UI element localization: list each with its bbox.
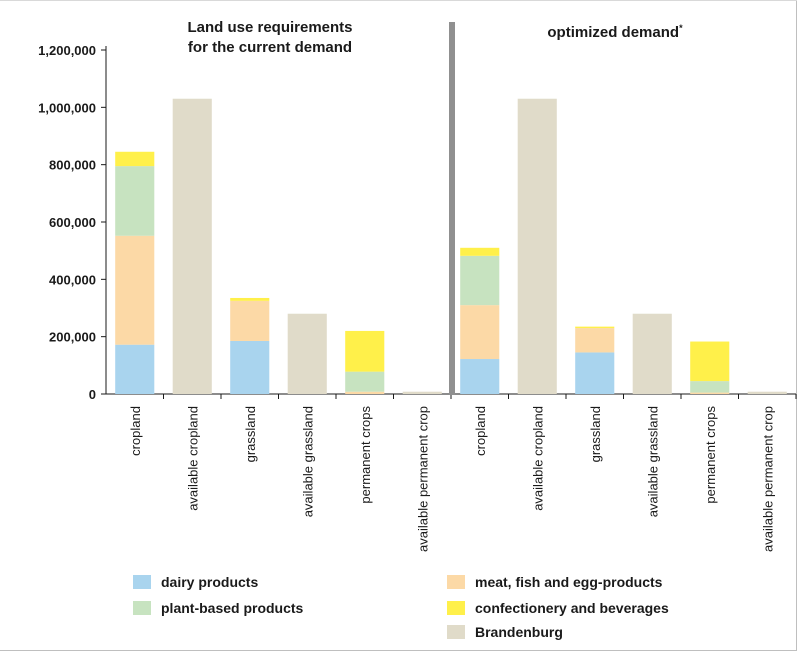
bar-segment <box>632 313 672 394</box>
footnote-mark: * <box>679 23 683 33</box>
bar-segment <box>345 330 385 372</box>
panel-title-current: Land use requirements for the current de… <box>187 19 353 56</box>
y-tick-label: 1,200,000 <box>38 43 96 58</box>
x-tick-label: available cropland <box>530 406 545 511</box>
y-tick-label: 600,000 <box>49 215 96 230</box>
bar-segment <box>402 391 442 394</box>
bars <box>115 98 787 394</box>
bar-segment <box>460 247 500 256</box>
bar-segment <box>230 297 270 301</box>
bar-segment <box>460 255 500 306</box>
bar-segment <box>115 344 155 394</box>
x-tick-label: permanent crops <box>703 406 718 504</box>
x-tick-label: available permanent crop <box>760 406 775 552</box>
bar-segment <box>345 391 385 394</box>
bar-segment <box>690 381 730 393</box>
bar-segment <box>230 340 270 394</box>
bar-segment <box>345 371 385 392</box>
bar-segment <box>460 359 500 394</box>
bar-segment <box>287 313 327 394</box>
panel-title-optimized-text: optimized demand <box>547 24 680 41</box>
bar-segment <box>517 98 557 394</box>
x-tick-label: available grassland <box>645 406 660 517</box>
bar-segment <box>575 352 615 394</box>
panel-divider <box>449 22 455 395</box>
bar-segment <box>230 300 270 341</box>
x-tick-label: available permanent crop <box>415 406 430 552</box>
frame-top-border <box>0 0 797 1</box>
y-tick-label: 400,000 <box>49 272 96 287</box>
x-tick-label: grassland <box>588 406 603 462</box>
y-tick-label: 0 <box>89 387 96 402</box>
x-tick-labels: cropland available cropland grassland avail… <box>128 394 797 552</box>
bar-segment <box>460 305 500 360</box>
x-tick-label: available cropland <box>185 406 200 511</box>
x-tick-label: grassland <box>243 406 258 462</box>
y-tick-label: 1,000,000 <box>38 100 96 115</box>
bar-segment <box>115 166 155 236</box>
bar-segment <box>115 235 155 345</box>
x-tick-label: available grassland <box>300 406 315 517</box>
y-tick-label: 800,000 <box>49 158 96 173</box>
bar-segment <box>690 341 730 382</box>
y-tick-label: 200,000 <box>49 330 96 345</box>
panel-title-optimized: optimized demand* <box>470 18 760 43</box>
bar-segment <box>115 151 155 167</box>
bar-segment <box>690 392 730 394</box>
bar-segment <box>172 98 212 394</box>
x-tick-label: cropland <box>473 406 488 456</box>
x-tick-label: cropland <box>128 406 143 456</box>
bar-segment <box>747 391 787 394</box>
bar-segment <box>575 326 615 329</box>
bar-segment <box>575 328 615 353</box>
x-tick-label: permanent crops <box>358 406 373 504</box>
